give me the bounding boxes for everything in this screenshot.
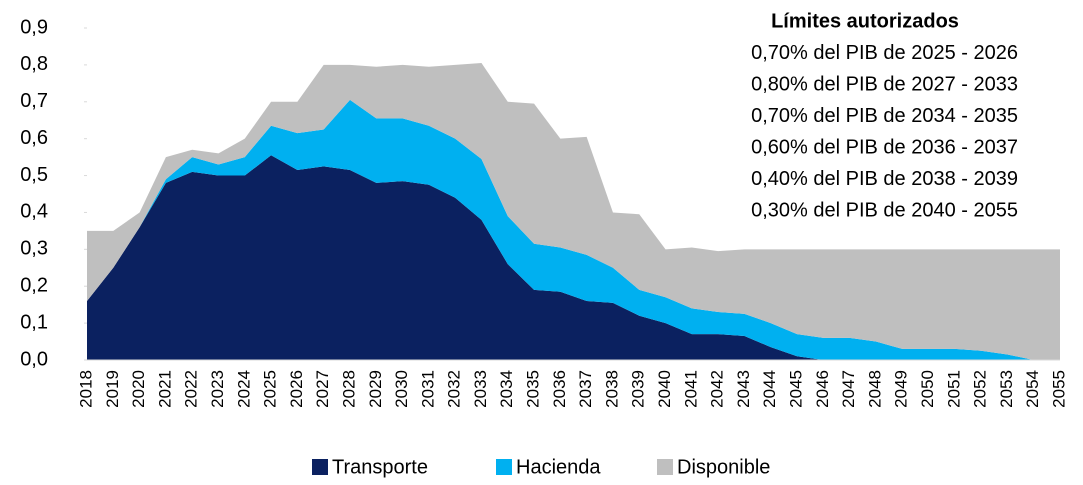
x-tick-label: 2053 <box>997 370 1016 408</box>
x-tick-label: 2037 <box>576 370 595 408</box>
x-tick-label: 2051 <box>944 370 963 408</box>
x-tick-label: 2032 <box>445 370 464 408</box>
x-tick-label: 2041 <box>681 370 700 408</box>
x-tick-label: 2023 <box>208 370 227 408</box>
area <box>87 155 1060 360</box>
annotation: 0,40% del PIB de 2038 - 2039 <box>751 168 1018 190</box>
x-tick-label: 2030 <box>392 370 411 408</box>
area <box>87 63 1060 361</box>
x-tick-label: 2038 <box>602 370 621 408</box>
annotation: 0,70% del PIB de 2034 - 2035 <box>751 105 1018 127</box>
annotation: 0,60% del PIB de 2036 - 2037 <box>751 136 1018 158</box>
x-tick-label: 2044 <box>760 370 779 408</box>
legend-label: Disponible <box>677 456 770 478</box>
y-tick-label: 0,8 <box>20 53 48 75</box>
x-tick-label: 2018 <box>76 370 95 408</box>
x-tick-label: 2052 <box>971 370 990 408</box>
x-tick-label: 2033 <box>471 370 490 408</box>
y-tick-label: 0,0 <box>20 348 48 370</box>
legend-swatch <box>312 459 328 475</box>
legend-swatch <box>657 459 673 475</box>
x-tick-label: 2050 <box>918 370 937 408</box>
x-tick-label: 2019 <box>103 370 122 408</box>
x-tick-label: 2040 <box>655 370 674 408</box>
y-tick-label: 0,3 <box>20 238 48 260</box>
y-tick-label: 0,6 <box>20 127 48 149</box>
annotation-title: Límites autorizados <box>771 10 959 32</box>
x-tick-label: 2024 <box>234 370 253 408</box>
x-tick-label: 2025 <box>261 370 280 408</box>
x-tick-label: 2047 <box>839 370 858 408</box>
x-tick-label: 2055 <box>1049 370 1068 408</box>
area <box>87 99 1060 360</box>
annotation: 0,30% del PIB de 2040 - 2055 <box>751 199 1018 221</box>
x-tick-label: 2043 <box>734 370 753 408</box>
x-tick-label: 2029 <box>366 370 385 408</box>
x-tick-label: 2048 <box>865 370 884 408</box>
x-tick-label: 2020 <box>129 370 148 408</box>
x-tick-label: 2035 <box>524 370 543 408</box>
annotation: 0,80% del PIB de 2027 - 2033 <box>751 73 1018 95</box>
x-tick-label: 2022 <box>182 370 201 408</box>
x-tick-label: 2031 <box>418 370 437 408</box>
annotation: 0,70% del PIB de 2025 - 2026 <box>751 42 1018 64</box>
x-tick-label: 2021 <box>155 370 174 408</box>
x-tick-label: 2046 <box>813 370 832 408</box>
x-tick-label: 2045 <box>787 370 806 408</box>
legend-swatch <box>496 459 512 475</box>
y-tick-label: 0,4 <box>20 201 48 223</box>
legend-label: Hacienda <box>516 456 601 478</box>
x-tick-label: 2049 <box>892 370 911 408</box>
x-tick-label: 2039 <box>629 370 648 408</box>
x-tick-label: 2026 <box>287 370 306 408</box>
x-tick-label: 2054 <box>1023 370 1042 408</box>
x-tick-label: 2042 <box>708 370 727 408</box>
y-tick-label: 0,7 <box>20 90 48 112</box>
x-tick-label: 2027 <box>313 370 332 408</box>
y-tick-label: 0,9 <box>20 16 48 38</box>
x-tick-label: 2036 <box>550 370 569 408</box>
y-tick-label: 0,1 <box>20 311 48 333</box>
y-tick-label: 0,5 <box>20 164 48 186</box>
x-tick-label: 2028 <box>339 370 358 408</box>
legend-label: Transporte <box>332 456 428 478</box>
x-tick-label: 2034 <box>497 370 516 408</box>
y-tick-label: 0,2 <box>20 275 48 297</box>
